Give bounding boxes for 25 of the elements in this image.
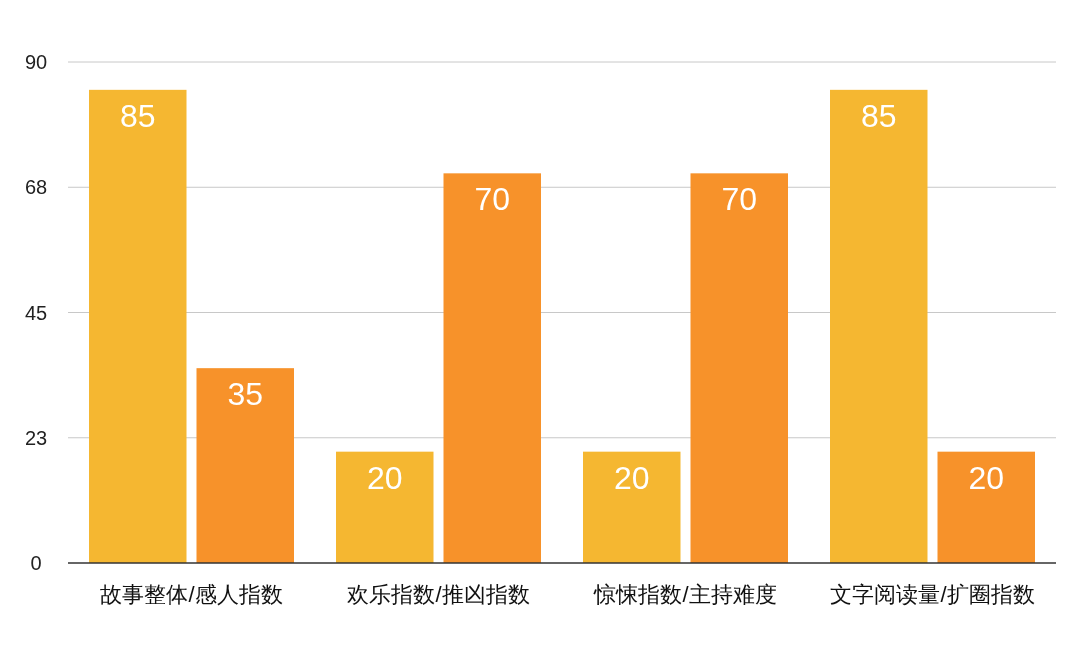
data-label: 70 bbox=[721, 181, 758, 218]
bar bbox=[830, 89, 928, 563]
x-tick-label: 欢乐指数/推凶指数 bbox=[347, 582, 530, 607]
bar bbox=[937, 451, 1035, 563]
y-tick-label: 45 bbox=[24, 301, 48, 324]
data-label: 70 bbox=[474, 181, 511, 218]
data-label: 20 bbox=[613, 459, 650, 496]
x-tick-label: 文字阅读量/扩圈指数 bbox=[830, 582, 1035, 607]
bar bbox=[690, 173, 788, 563]
data-label: 20 bbox=[366, 459, 403, 496]
y-tick-label: 23 bbox=[24, 426, 48, 449]
bar bbox=[336, 451, 434, 563]
bar bbox=[443, 173, 541, 563]
bar bbox=[89, 89, 187, 563]
data-label: 35 bbox=[227, 376, 264, 413]
y-tick-label: 90 bbox=[24, 51, 48, 73]
data-label: 85 bbox=[119, 97, 156, 134]
x-tick-label: 故事整体/感人指数 bbox=[100, 582, 283, 607]
data-label: 85 bbox=[860, 97, 897, 134]
bar bbox=[196, 368, 294, 563]
y-tick-label: 0 bbox=[30, 552, 42, 574]
bar bbox=[583, 451, 681, 563]
x-tick-label: 惊悚指数/主持难度 bbox=[593, 582, 777, 607]
y-tick-label: 68 bbox=[24, 176, 48, 199]
data-label: 20 bbox=[968, 459, 1005, 496]
